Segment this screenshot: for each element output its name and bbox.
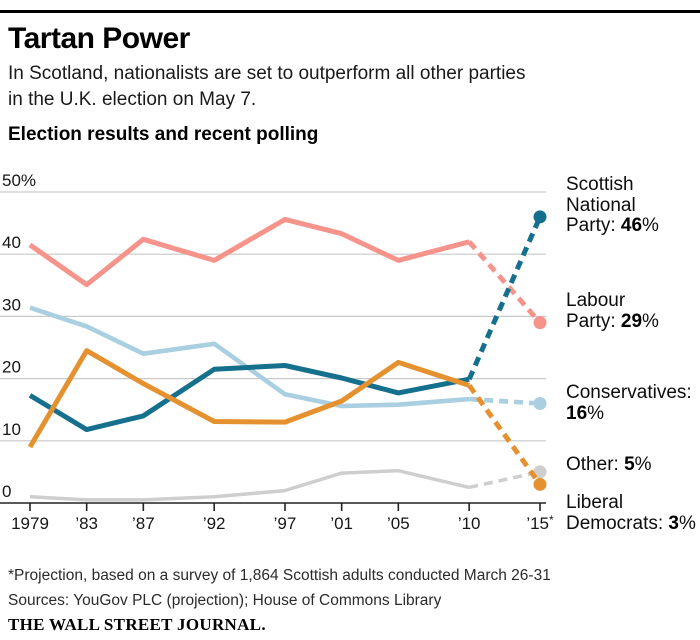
legend-labour-party: Labour Party: 29% [566, 290, 659, 332]
legend-liberal-democrats: Liberal Democrats: 3% [566, 492, 696, 534]
chart-title: Election results and recent polling [8, 124, 319, 145]
subtitle-line-1: In Scotland, nationalists are set to out… [8, 63, 526, 84]
x-axis-label-2010: ’10 [458, 514, 481, 533]
series-projection-other [468, 470, 541, 490]
sources-line: Sources: YouGov PLC (projection); House … [8, 592, 442, 609]
x-axis-label-2015: ’15* [526, 513, 554, 533]
y-axis-label-50: 50% [2, 171, 36, 190]
legend-conservatives: Conservatives: 16% [566, 382, 692, 424]
y-axis-label-30: 30 [2, 295, 21, 314]
top-rule-divider [0, 10, 700, 13]
endpoint-dot-other [533, 465, 547, 479]
series-line-liberal-democrats [27, 348, 470, 449]
series-projection-labour-party [467, 240, 542, 325]
legend-other: Other: 5% [566, 454, 652, 475]
endpoint-dot-labour-party [533, 316, 547, 330]
series-line-labour-party [28, 216, 470, 288]
x-axis-label-1979: 1979 [11, 514, 49, 533]
x-axis-label-1997: ’97 [274, 514, 297, 533]
series-projection-liberal-democrats [467, 383, 543, 486]
x-axis-label-1987: ’87 [132, 514, 155, 533]
endpoint-dot-conservatives [533, 396, 547, 410]
series-line-other [29, 468, 470, 502]
y-axis-label-0: 0 [2, 482, 11, 501]
endpoint-dot-scottish-national-party [533, 210, 547, 224]
x-axis-label-2001: ’01 [330, 514, 353, 533]
y-axis-label-10: 10 [2, 420, 21, 439]
series-projection-scottish-national-party [466, 215, 543, 381]
x-axis-label-2005: ’05 [387, 514, 410, 533]
x-axis-label-1983: ’83 [75, 514, 98, 533]
y-axis-label-20: 20 [2, 358, 21, 377]
legend-scottish-national-party: Scottish National Party: 46% [566, 174, 659, 236]
footnote: *Projection, based on a survey of 1,864 … [8, 567, 551, 584]
series-line-scottish-national-party [28, 363, 470, 433]
wsj-logo: THE WALL STREET JOURNAL. [8, 615, 266, 634]
endpoint-dot-liberal-democrats [533, 477, 547, 491]
x-axis-label-1992: ’92 [203, 514, 226, 533]
series-projection-conservatives [469, 396, 541, 406]
line-chart: 0 10 20 30 40 50% 1979 ’83 ’87 ’92 ’97 ’01 ’05 ’10 ’15… [0, 171, 554, 533]
y-axis-label-40: 40 [2, 233, 21, 252]
page-title: Tartan Power [8, 22, 190, 55]
subtitle-line-2: in the U.K. election on May 7. [8, 89, 257, 110]
